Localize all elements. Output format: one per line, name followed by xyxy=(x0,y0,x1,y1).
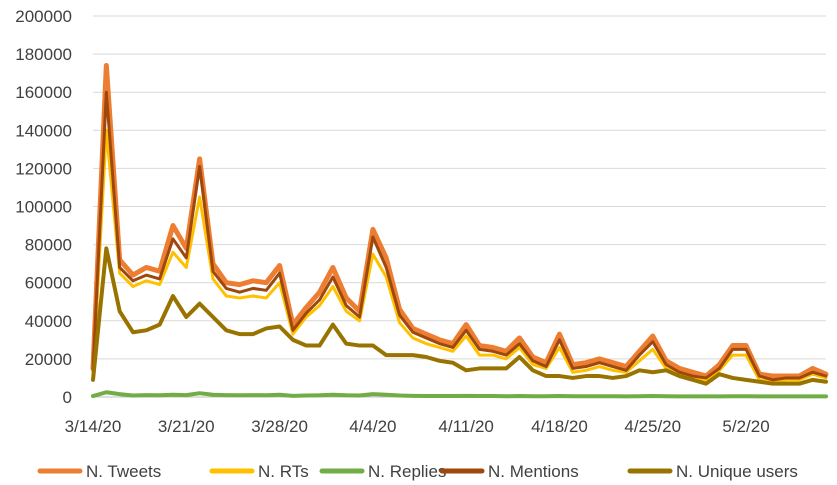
y-tick-label: 140000 xyxy=(15,121,72,140)
x-tick-label: 4/25/20 xyxy=(624,417,681,436)
legend-item-n-tweets: N. Tweets xyxy=(37,462,161,481)
legend-label: N. Tweets xyxy=(86,462,161,481)
series-line-n-replies xyxy=(91,390,828,399)
y-tick-label: 40000 xyxy=(25,312,72,331)
x-tick-label: 3/21/20 xyxy=(158,417,215,436)
y-tick-label: 20000 xyxy=(25,350,72,369)
legend-item-n-rts: N. RTs xyxy=(209,462,309,481)
legend-label: N. Mentions xyxy=(488,462,579,481)
legend-label: N. Unique users xyxy=(676,462,798,481)
x-tick-label: 3/28/20 xyxy=(251,417,308,436)
x-tick-label: 5/2/20 xyxy=(722,417,769,436)
series-group xyxy=(90,63,829,399)
series-line-n-tweets xyxy=(90,63,829,379)
x-axis-ticks: 3/14/20 3/21/20 3/28/20 4/4/20 4/11/20 4/18/2… xyxy=(65,417,770,436)
x-tick-label: 3/14/20 xyxy=(65,417,122,436)
x-tick-label: 4/11/20 xyxy=(438,417,493,436)
legend-item-n-replies: N. Replies xyxy=(319,462,446,481)
legend-label: N. RTs xyxy=(258,462,309,481)
y-axis-ticks: 0 20000 40000 60000 80000 100000 120000 140000 1… xyxy=(15,7,72,407)
y-tick-label: 200000 xyxy=(15,7,72,26)
y-tick-label: 0 xyxy=(63,388,72,407)
series-line-n-unique-users xyxy=(91,246,828,386)
legend-item-n-mentions: N. Mentions xyxy=(439,462,579,481)
y-tick-label: 60000 xyxy=(25,274,72,293)
y-tick-label: 160000 xyxy=(15,83,72,102)
x-tick-label: 4/18/20 xyxy=(531,417,588,436)
series-line-n-mentions xyxy=(91,90,828,382)
y-tick-label: 100000 xyxy=(15,198,72,217)
y-tick-label: 180000 xyxy=(15,45,72,64)
y-tick-label: 80000 xyxy=(25,236,72,255)
series-line-n-rts xyxy=(91,128,828,384)
y-tick-label: 120000 xyxy=(15,159,72,178)
legend: N. Tweets N. RTs N. Replies N. Mentions N. U… xyxy=(37,462,798,481)
legend-item-n-unique-users: N. Unique users xyxy=(627,462,798,481)
x-tick-label: 4/4/20 xyxy=(349,417,396,436)
legend-label: N. Replies xyxy=(368,462,446,481)
